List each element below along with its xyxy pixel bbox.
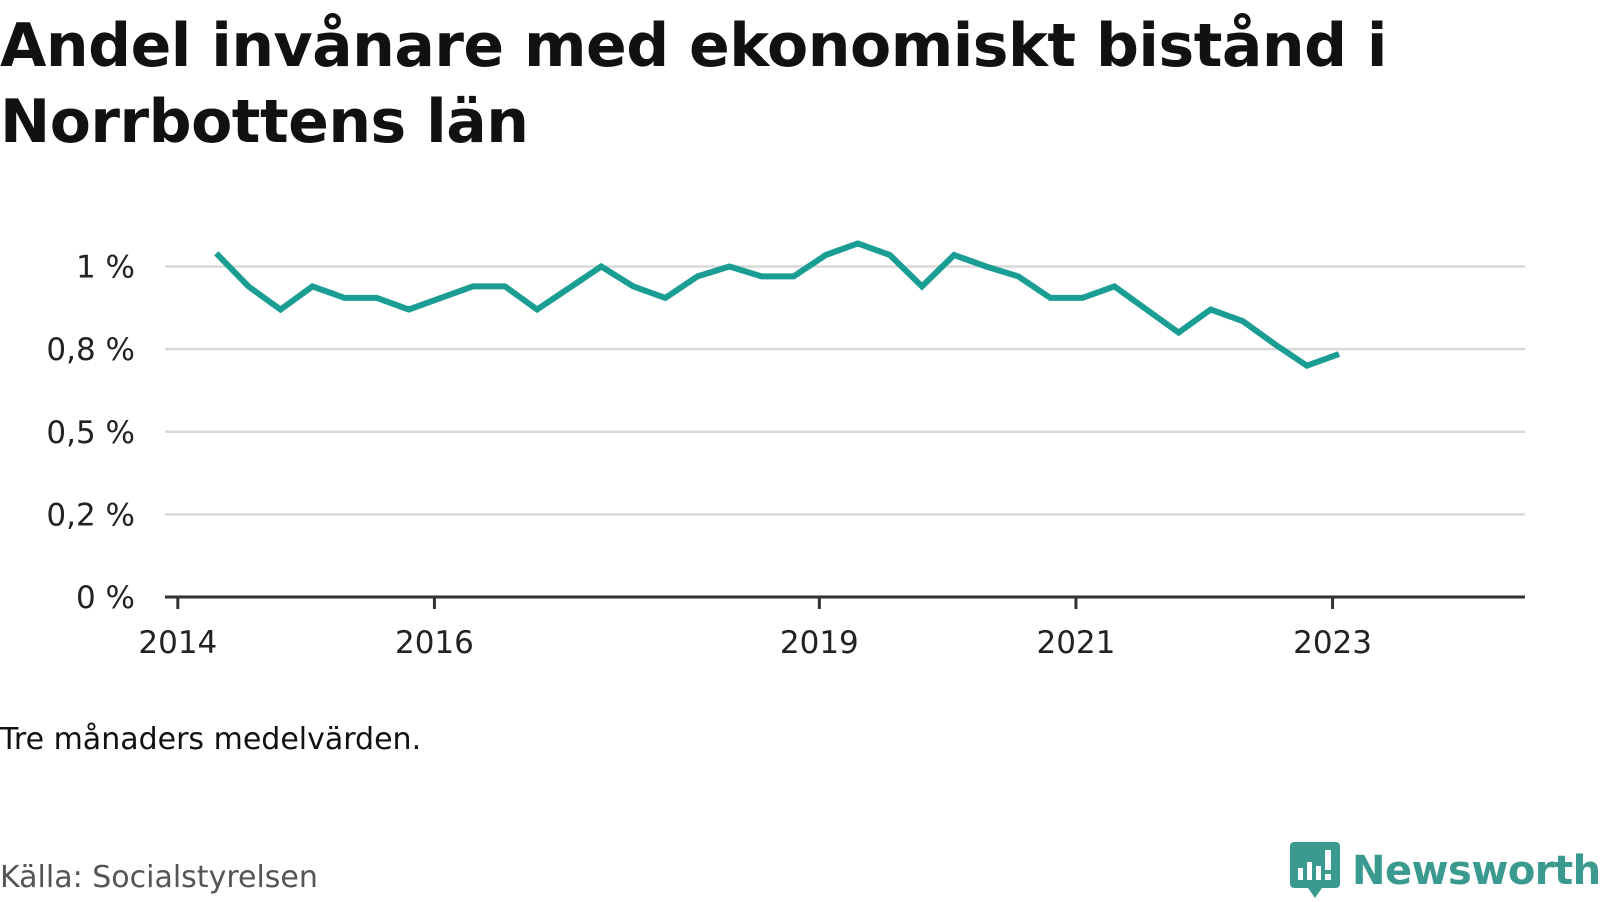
y-tick-label: 0 % — [76, 580, 135, 616]
x-tick-label: 2023 — [1293, 625, 1372, 661]
y-tick-label: 0,8 % — [46, 332, 135, 368]
y-tick-label: 0,5 % — [46, 415, 135, 451]
x-tick-label: 2014 — [138, 625, 217, 661]
x-tick-label: 2019 — [780, 625, 859, 661]
chart-note: Tre månaders medelvärden. — [0, 722, 422, 757]
y-tick-label: 0,2 % — [46, 497, 135, 533]
x-axis-ticks — [176, 597, 1335, 609]
x-axis-labels: 2014 2016 2019 2021 2023 — [138, 625, 1372, 661]
y-tick-label: 1 % — [76, 250, 135, 286]
x-tick-label: 2021 — [1036, 625, 1115, 661]
line-chart: 0 %0,2 %0,5 %0,8 %1 % 2014 2016 2019 2021 20… — [46, 240, 1525, 661]
newsworthy-logo-icon — [1290, 842, 1340, 898]
brand-logo: Newsworthy — [1290, 840, 1600, 902]
series-line — [214, 240, 1341, 370]
brand-name: Newsworthy — [1352, 848, 1600, 894]
source-text: Källa: Socialstyrelsen — [0, 860, 318, 895]
x-tick-label: 2016 — [395, 625, 474, 661]
y-axis-labels: 0 % 0,2 % 0,5 % 0,8 % 1 % — [46, 250, 135, 616]
chart-title: Andel invånare med ekonomiskt bistånd i … — [0, 11, 1387, 157]
grid-lines — [165, 265, 1525, 516]
